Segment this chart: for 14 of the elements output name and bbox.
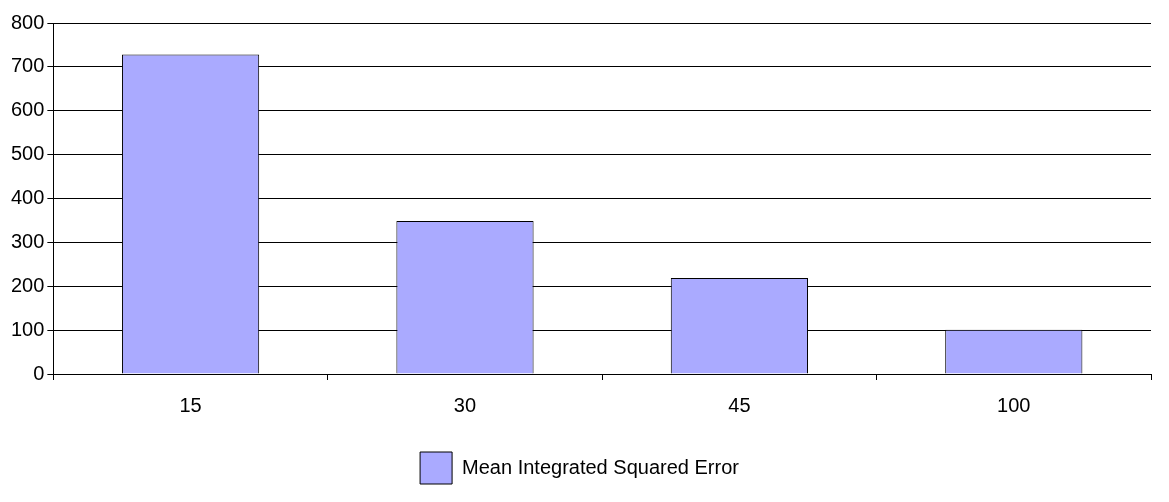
- y-tick-label: 400: [10, 186, 45, 209]
- y-tick-label: 800: [10, 10, 45, 33]
- y-tick-label: 100: [10, 317, 45, 340]
- x-tick-label: 15: [179, 393, 202, 416]
- x-tick-label: 30: [453, 393, 477, 416]
- y-tick-label: 700: [10, 54, 45, 77]
- y-tick-label: 500: [10, 142, 45, 165]
- y-tick-label: 300: [10, 229, 45, 252]
- y-tick-label: 600: [10, 98, 45, 121]
- x-tick-label: 100: [997, 393, 1031, 416]
- x-tick-label: 45: [728, 393, 751, 416]
- y-tick-label: 200: [10, 273, 45, 296]
- y-tick-label: 0: [33, 361, 45, 384]
- legend-label: Mean Integrated Squared Error: [462, 455, 740, 478]
